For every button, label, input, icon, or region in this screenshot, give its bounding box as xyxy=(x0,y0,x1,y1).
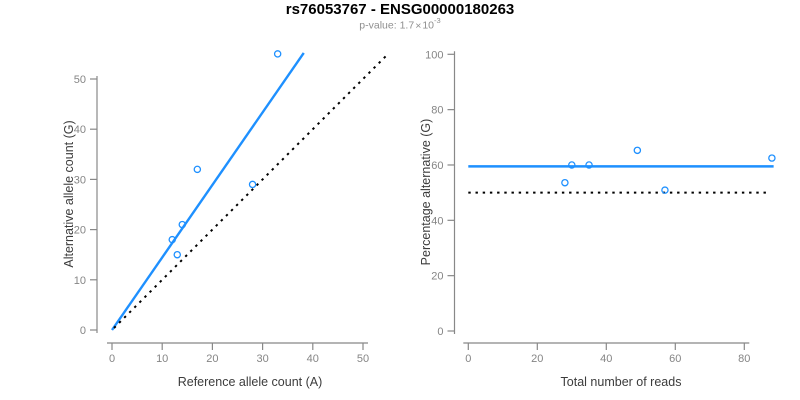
p-value-subtitle: p-value: 1.7×10-3 xyxy=(0,16,800,32)
x-tick-label: 80 xyxy=(738,353,750,365)
p-value-base: 10 xyxy=(422,19,435,32)
x-tick-label: 20 xyxy=(531,353,543,365)
data-point xyxy=(173,250,182,259)
fit-line xyxy=(111,52,305,331)
y-tick-label: 50 xyxy=(74,74,86,86)
x-tick-label: 60 xyxy=(669,353,681,365)
x-tick-label: 10 xyxy=(156,353,168,365)
data-point xyxy=(193,165,202,174)
y-tick-label: 10 xyxy=(74,275,86,287)
data-point xyxy=(561,178,569,187)
data-point xyxy=(768,154,776,162)
data-point xyxy=(585,161,593,169)
y-axis-title: Alternative allele count (G) xyxy=(62,120,76,267)
identity-line xyxy=(113,53,389,329)
data-point xyxy=(248,180,257,189)
x-axis-title: Total number of reads xyxy=(561,375,682,389)
x-tick-label: 50 xyxy=(357,353,369,365)
y-tick-label: 0 xyxy=(80,325,86,337)
y-tick-label: 20 xyxy=(431,271,443,283)
x-axis-title: Reference allele count (A) xyxy=(178,375,323,389)
x-tick-label: 0 xyxy=(465,353,471,365)
x-tick-label: 40 xyxy=(600,353,612,365)
multiply-sign: × xyxy=(415,19,422,32)
x-tick-label: 0 xyxy=(109,353,115,365)
y-tick-label: 100 xyxy=(425,49,443,61)
data-point xyxy=(633,146,642,155)
data-point xyxy=(178,220,187,229)
y-tick-label: 60 xyxy=(431,160,443,172)
y-tick-label: 20 xyxy=(74,225,86,237)
data-point xyxy=(661,186,669,194)
y-tick-label: 40 xyxy=(431,215,443,227)
data-point xyxy=(273,50,282,58)
x-tick-label: 20 xyxy=(206,353,218,365)
page-title: rs76053767 - ENSG00000180263 xyxy=(285,1,515,18)
y-tick-label: 40 xyxy=(74,124,86,136)
y-tick-label: 0 xyxy=(437,326,443,338)
p-value-prefix: p-value: xyxy=(359,19,400,32)
y-tick-label: 80 xyxy=(431,105,443,117)
p-value-exponent: -3 xyxy=(434,16,441,25)
p-value-mantissa: 1.7 xyxy=(399,19,415,32)
y-tick-label: 30 xyxy=(74,174,86,186)
x-tick-label: 30 xyxy=(256,353,268,365)
data-point xyxy=(568,161,576,169)
data-point xyxy=(168,235,176,244)
y-axis-title: Percentage alternative (G) xyxy=(419,119,433,266)
x-tick-label: 40 xyxy=(307,353,319,365)
